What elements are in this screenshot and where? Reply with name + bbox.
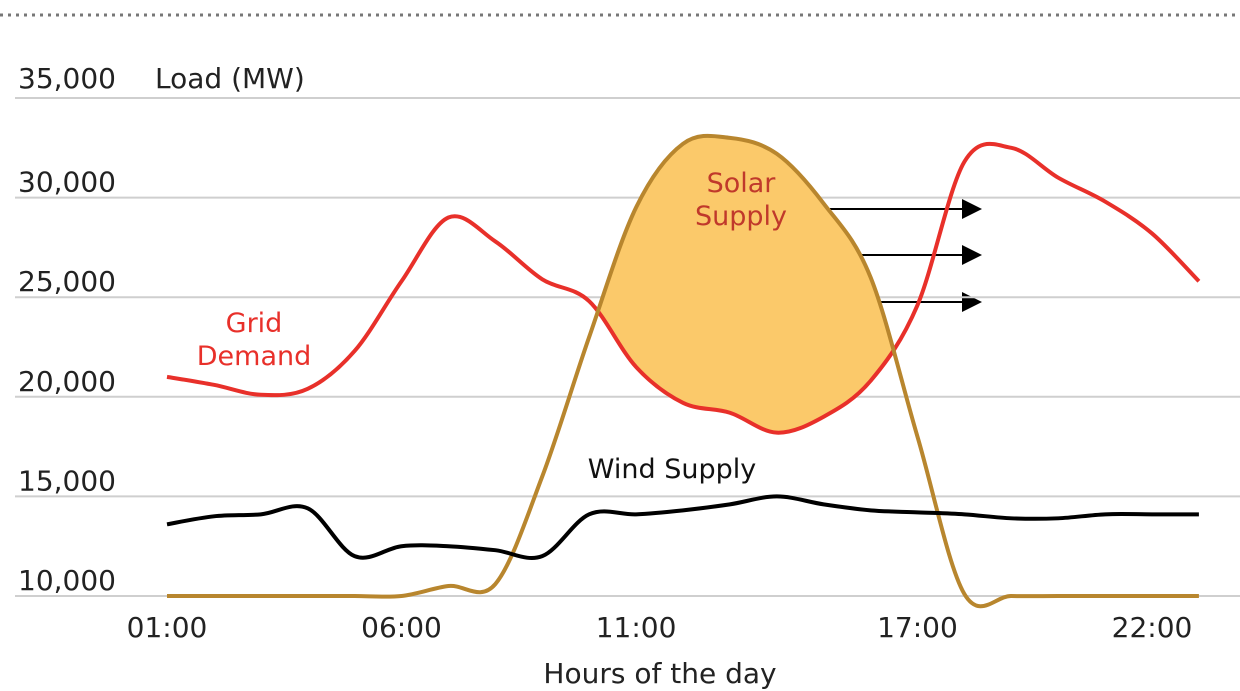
x-tick-label: 11:00 [596, 611, 677, 644]
y-tick-label: 30,000 [18, 166, 116, 199]
x-tick-label: 06:00 [361, 611, 442, 644]
annotation: Wind Supply [588, 454, 756, 485]
annotation: Supply [695, 201, 787, 232]
series-line [166, 494, 1199, 560]
series-line [166, 133, 1199, 609]
x-tick-label: 17:00 [877, 611, 958, 644]
annotation: Demand [197, 341, 312, 372]
x-axis-label: Hours of the day [543, 657, 776, 690]
y-tick-label: 15,000 [18, 464, 116, 497]
annotation: Grid [226, 308, 283, 339]
x-tick-label: 01:00 [127, 611, 208, 644]
x-tick-label: 22:00 [1112, 611, 1193, 644]
y-tick-label: 25,000 [18, 265, 116, 298]
y-tick-label: 20,000 [18, 365, 116, 398]
y-tick-label: 10,000 [18, 564, 116, 597]
series-line [166, 141, 1201, 435]
solar-surplus-area [167, 135, 1199, 433]
y-tick-label: 35,000 [18, 62, 116, 95]
y-axis-label: Load (MW) [155, 62, 305, 95]
annotation: Solar [707, 168, 777, 199]
